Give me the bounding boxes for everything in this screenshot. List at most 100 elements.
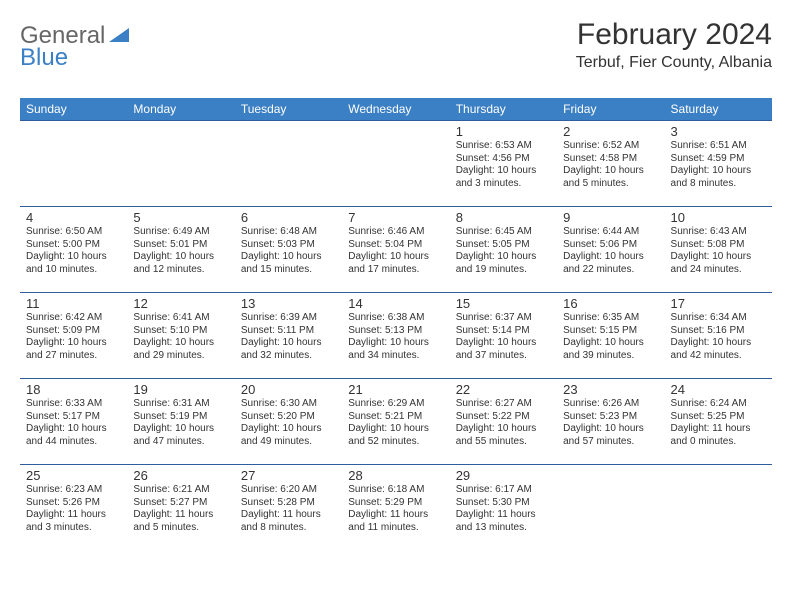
day-cell (127, 121, 234, 207)
day-details: Sunrise: 6:43 AMSunset: 5:08 PMDaylight:… (671, 226, 766, 276)
week-row: 25Sunrise: 6:23 AMSunset: 5:26 PMDayligh… (20, 465, 772, 551)
daylight-text: Daylight: 10 hours and 24 minutes. (671, 251, 766, 276)
sunrise-text: Sunrise: 6:53 AM (456, 140, 551, 153)
day-cell: 19Sunrise: 6:31 AMSunset: 5:19 PMDayligh… (127, 379, 234, 465)
daylight-text: Daylight: 11 hours and 3 minutes. (26, 509, 121, 534)
daylight-text: Daylight: 10 hours and 55 minutes. (456, 423, 551, 448)
sunrise-text: Sunrise: 6:51 AM (671, 140, 766, 153)
day-number: 15 (456, 296, 551, 311)
day-details: Sunrise: 6:21 AMSunset: 5:27 PMDaylight:… (133, 484, 228, 534)
day-number: 6 (241, 210, 336, 225)
daylight-text: Daylight: 11 hours and 0 minutes. (671, 423, 766, 448)
day-cell: 29Sunrise: 6:17 AMSunset: 5:30 PMDayligh… (450, 465, 557, 551)
sunrise-text: Sunrise: 6:21 AM (133, 484, 228, 497)
day-details: Sunrise: 6:46 AMSunset: 5:04 PMDaylight:… (348, 226, 443, 276)
day-details: Sunrise: 6:34 AMSunset: 5:16 PMDaylight:… (671, 312, 766, 362)
day-cell: 23Sunrise: 6:26 AMSunset: 5:23 PMDayligh… (557, 379, 664, 465)
sunrise-text: Sunrise: 6:43 AM (671, 226, 766, 239)
sunset-text: Sunset: 5:27 PM (133, 497, 228, 510)
day-details: Sunrise: 6:52 AMSunset: 4:58 PMDaylight:… (563, 140, 658, 190)
day-cell (665, 465, 772, 551)
day-details: Sunrise: 6:26 AMSunset: 5:23 PMDaylight:… (563, 398, 658, 448)
day-details: Sunrise: 6:39 AMSunset: 5:11 PMDaylight:… (241, 312, 336, 362)
sunset-text: Sunset: 5:00 PM (26, 239, 121, 252)
day-details: Sunrise: 6:48 AMSunset: 5:03 PMDaylight:… (241, 226, 336, 276)
day-details: Sunrise: 6:20 AMSunset: 5:28 PMDaylight:… (241, 484, 336, 534)
sunset-text: Sunset: 5:13 PM (348, 325, 443, 338)
day-details: Sunrise: 6:45 AMSunset: 5:05 PMDaylight:… (456, 226, 551, 276)
day-number: 27 (241, 468, 336, 483)
daylight-text: Daylight: 10 hours and 57 minutes. (563, 423, 658, 448)
day-details: Sunrise: 6:37 AMSunset: 5:14 PMDaylight:… (456, 312, 551, 362)
day-details: Sunrise: 6:29 AMSunset: 5:21 PMDaylight:… (348, 398, 443, 448)
sunset-text: Sunset: 5:26 PM (26, 497, 121, 510)
daylight-text: Daylight: 10 hours and 12 minutes. (133, 251, 228, 276)
day-number: 9 (563, 210, 658, 225)
day-cell: 12Sunrise: 6:41 AMSunset: 5:10 PMDayligh… (127, 293, 234, 379)
sunset-text: Sunset: 5:30 PM (456, 497, 551, 510)
day-cell: 3Sunrise: 6:51 AMSunset: 4:59 PMDaylight… (665, 121, 772, 207)
sunrise-text: Sunrise: 6:39 AM (241, 312, 336, 325)
day-details: Sunrise: 6:44 AMSunset: 5:06 PMDaylight:… (563, 226, 658, 276)
week-row: 4Sunrise: 6:50 AMSunset: 5:00 PMDaylight… (20, 207, 772, 293)
dow-thursday: Thursday (450, 98, 557, 121)
daylight-text: Daylight: 10 hours and 47 minutes. (133, 423, 228, 448)
dow-wednesday: Wednesday (342, 98, 449, 121)
day-cell: 26Sunrise: 6:21 AMSunset: 5:27 PMDayligh… (127, 465, 234, 551)
day-details: Sunrise: 6:42 AMSunset: 5:09 PMDaylight:… (26, 312, 121, 362)
day-cell: 27Sunrise: 6:20 AMSunset: 5:28 PMDayligh… (235, 465, 342, 551)
sunrise-text: Sunrise: 6:52 AM (563, 140, 658, 153)
day-details: Sunrise: 6:41 AMSunset: 5:10 PMDaylight:… (133, 312, 228, 362)
daylight-text: Daylight: 10 hours and 49 minutes. (241, 423, 336, 448)
day-details: Sunrise: 6:53 AMSunset: 4:56 PMDaylight:… (456, 140, 551, 190)
day-details: Sunrise: 6:51 AMSunset: 4:59 PMDaylight:… (671, 140, 766, 190)
day-details: Sunrise: 6:24 AMSunset: 5:25 PMDaylight:… (671, 398, 766, 448)
sunset-text: Sunset: 5:04 PM (348, 239, 443, 252)
sunrise-text: Sunrise: 6:34 AM (671, 312, 766, 325)
day-cell: 4Sunrise: 6:50 AMSunset: 5:00 PMDaylight… (20, 207, 127, 293)
dow-friday: Friday (557, 98, 664, 121)
logo-line2: Blue (20, 44, 68, 72)
dow-monday: Monday (127, 98, 234, 121)
day-number: 4 (26, 210, 121, 225)
day-details: Sunrise: 6:17 AMSunset: 5:30 PMDaylight:… (456, 484, 551, 534)
day-cell: 1Sunrise: 6:53 AMSunset: 4:56 PMDaylight… (450, 121, 557, 207)
sunrise-text: Sunrise: 6:18 AM (348, 484, 443, 497)
sunrise-text: Sunrise: 6:20 AM (241, 484, 336, 497)
daylight-text: Daylight: 10 hours and 19 minutes. (456, 251, 551, 276)
daylight-text: Daylight: 10 hours and 22 minutes. (563, 251, 658, 276)
sunset-text: Sunset: 5:10 PM (133, 325, 228, 338)
day-of-week-row: Sunday Monday Tuesday Wednesday Thursday… (20, 98, 772, 121)
sunset-text: Sunset: 5:25 PM (671, 411, 766, 424)
sunset-text: Sunset: 5:15 PM (563, 325, 658, 338)
day-cell: 5Sunrise: 6:49 AMSunset: 5:01 PMDaylight… (127, 207, 234, 293)
day-number: 10 (671, 210, 766, 225)
day-details: Sunrise: 6:38 AMSunset: 5:13 PMDaylight:… (348, 312, 443, 362)
day-cell: 28Sunrise: 6:18 AMSunset: 5:29 PMDayligh… (342, 465, 449, 551)
day-cell (235, 121, 342, 207)
day-cell (557, 465, 664, 551)
day-details: Sunrise: 6:30 AMSunset: 5:20 PMDaylight:… (241, 398, 336, 448)
day-cell: 10Sunrise: 6:43 AMSunset: 5:08 PMDayligh… (665, 207, 772, 293)
sunrise-text: Sunrise: 6:44 AM (563, 226, 658, 239)
day-cell: 15Sunrise: 6:37 AMSunset: 5:14 PMDayligh… (450, 293, 557, 379)
sunrise-text: Sunrise: 6:45 AM (456, 226, 551, 239)
sunset-text: Sunset: 5:09 PM (26, 325, 121, 338)
sunrise-text: Sunrise: 6:50 AM (26, 226, 121, 239)
sunset-text: Sunset: 4:58 PM (563, 153, 658, 166)
day-details: Sunrise: 6:50 AMSunset: 5:00 PMDaylight:… (26, 226, 121, 276)
daylight-text: Daylight: 10 hours and 42 minutes. (671, 337, 766, 362)
dow-tuesday: Tuesday (235, 98, 342, 121)
day-details: Sunrise: 6:31 AMSunset: 5:19 PMDaylight:… (133, 398, 228, 448)
day-number: 24 (671, 382, 766, 397)
day-cell: 11Sunrise: 6:42 AMSunset: 5:09 PMDayligh… (20, 293, 127, 379)
sunset-text: Sunset: 5:05 PM (456, 239, 551, 252)
day-cell: 16Sunrise: 6:35 AMSunset: 5:15 PMDayligh… (557, 293, 664, 379)
day-cell (20, 121, 127, 207)
day-number: 1 (456, 124, 551, 139)
day-number: 21 (348, 382, 443, 397)
sunset-text: Sunset: 5:21 PM (348, 411, 443, 424)
sunrise-text: Sunrise: 6:26 AM (563, 398, 658, 411)
daylight-text: Daylight: 10 hours and 34 minutes. (348, 337, 443, 362)
daylight-text: Daylight: 11 hours and 11 minutes. (348, 509, 443, 534)
